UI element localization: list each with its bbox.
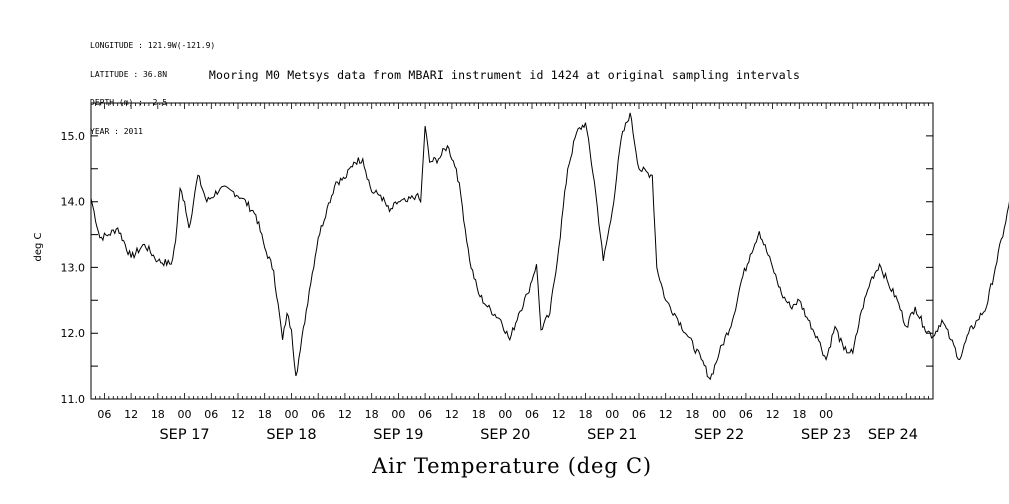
x-hour-tick-label: 00 [391, 408, 405, 421]
x-hour-tick-label: 06 [525, 408, 539, 421]
x-hour-tick-label: 12 [552, 408, 566, 421]
y-tick-label: 14.0 [61, 196, 86, 209]
x-hour-tick-label: 00 [712, 408, 726, 421]
x-hour-tick-label: 00 [605, 408, 619, 421]
x-hour-tick-label: 12 [766, 408, 780, 421]
y-tick-label: 11.0 [61, 393, 86, 406]
x-hour-tick-label: 06 [739, 408, 753, 421]
x-date-label: SEP 20 [480, 427, 530, 443]
y-axis-label: deg C [33, 232, 44, 261]
y-axis-ticks [91, 102, 933, 400]
x-hour-tick-label: 12 [445, 408, 459, 421]
chart-title: Mooring M0 Metsys data from MBARI instru… [208, 68, 801, 82]
y-tick-label: 15.0 [61, 130, 86, 143]
x-axis-ticks [90, 103, 934, 399]
meta-year: YEAR : 2011 [90, 126, 143, 136]
x-hour-tick-label: 12 [338, 408, 352, 421]
variable-title: Air Temperature (deg C) [372, 454, 652, 478]
x-hour-tick-label: 06 [418, 408, 432, 421]
x-date-label: SEP 17 [159, 427, 209, 443]
x-hour-tick-label: 18 [792, 408, 806, 421]
x-hour-tick-label: 18 [472, 408, 486, 421]
x-date-label: SEP 19 [373, 427, 423, 443]
x-hour-tick-label: 18 [685, 408, 699, 421]
x-date-label: SEP 22 [694, 427, 744, 443]
x-hour-tick-label: 06 [632, 408, 646, 421]
x-hour-tick-label: 06 [97, 408, 111, 421]
x-hour-tick-label: 18 [365, 408, 379, 421]
x-hour-tick-label: 06 [311, 408, 325, 421]
x-hour-tick-label: 12 [659, 408, 673, 421]
y-tick-label: 13.0 [61, 261, 86, 274]
x-hour-tick-label: 00 [284, 408, 298, 421]
x-hour-tick-label: 12 [124, 408, 138, 421]
meta-latitude: LATITUDE : 36.8N [90, 69, 168, 79]
x-hour-tick-label: 18 [151, 408, 165, 421]
x-hour-tick-label: 06 [204, 408, 218, 421]
x-hour-tick-label: 00 [178, 408, 192, 421]
series-line-air-temperature [90, 112, 1009, 381]
meta-longitude: LONGITUDE : 121.9W(-121.9) [90, 41, 216, 50]
x-date-label: SEP 23 [801, 427, 851, 443]
x-hour-tick-label: 12 [231, 408, 245, 421]
x-date-label: SEP 24 [868, 427, 918, 443]
x-hour-tick-label: 00 [498, 408, 512, 421]
x-hour-tick-label: 18 [579, 408, 593, 421]
x-hour-tick-label: 00 [819, 408, 833, 421]
x-date-label: SEP 21 [587, 427, 637, 443]
x-date-label: SEP 18 [266, 427, 316, 443]
x-hour-tick-label: 18 [258, 408, 272, 421]
plot-frame [90, 102, 934, 400]
y-tick-label: 12.0 [61, 327, 86, 340]
